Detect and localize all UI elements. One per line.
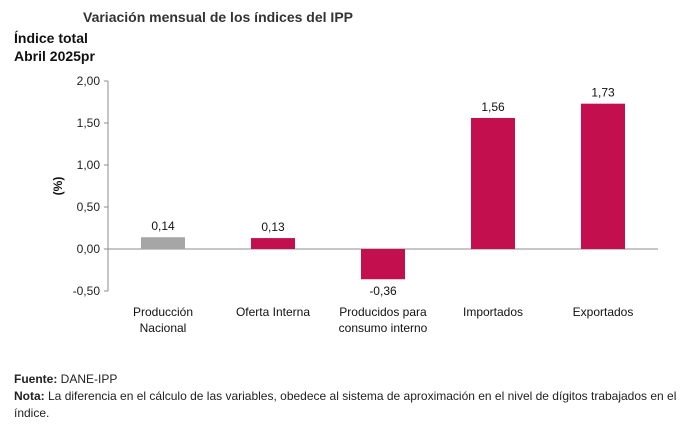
data-label: 1,56	[481, 100, 505, 114]
x-category-label-line: Producidos para	[339, 305, 427, 319]
y-axis-label: (%)	[51, 177, 65, 196]
x-category-label-line: Importados	[463, 305, 523, 319]
data-label: 0,13	[261, 220, 285, 234]
chart-subtitle-index: Índice total	[14, 30, 88, 46]
x-category-label: Importados	[463, 305, 523, 319]
y-tick-label: 0,00	[77, 242, 101, 256]
x-category-label-line: Producción	[133, 305, 193, 319]
y-tick-label: 1,50	[77, 116, 101, 130]
bar-2	[251, 238, 295, 249]
chart-subtitle-period: Abril 2025pr	[14, 48, 95, 64]
y-tick-label: 2,00	[77, 74, 101, 88]
note-label: Nota:	[14, 389, 45, 403]
x-category-label-line: Exportados	[573, 305, 634, 319]
data-label: 1,73	[591, 86, 615, 100]
source-text: DANE-IPP	[57, 372, 118, 386]
source-note: Fuente: DANE-IPP	[14, 371, 689, 388]
chart-title: Variación mensual de los índices del IPP	[83, 9, 353, 25]
x-category-label-line: Nacional	[140, 321, 187, 335]
bar-3	[361, 249, 405, 280]
bar-1	[141, 237, 185, 249]
source-label: Fuente:	[14, 372, 58, 386]
bar-4	[471, 117, 515, 250]
x-category-label: Exportados	[573, 305, 634, 319]
y-tick-label: 0,50	[77, 200, 101, 214]
data-label: 0,14	[151, 219, 175, 233]
x-category-label-line: Oferta Interna	[236, 305, 310, 319]
x-category-label: Producidos para consumo interno	[339, 305, 428, 335]
x-category-label-line: consumo interno	[339, 321, 428, 335]
data-label: -0,36	[369, 284, 397, 298]
bar-5	[581, 103, 625, 250]
y-tick-label: 1,00	[77, 158, 101, 172]
footnote: Nota: La diferencia en el cálculo de las…	[14, 388, 689, 422]
note-text: La diferencia en el cálculo de las varia…	[14, 389, 677, 420]
x-category-label: Producción Nacional	[133, 305, 193, 335]
y-tick-label: -0,50	[73, 284, 101, 298]
x-category-label: Oferta Interna	[236, 305, 310, 319]
